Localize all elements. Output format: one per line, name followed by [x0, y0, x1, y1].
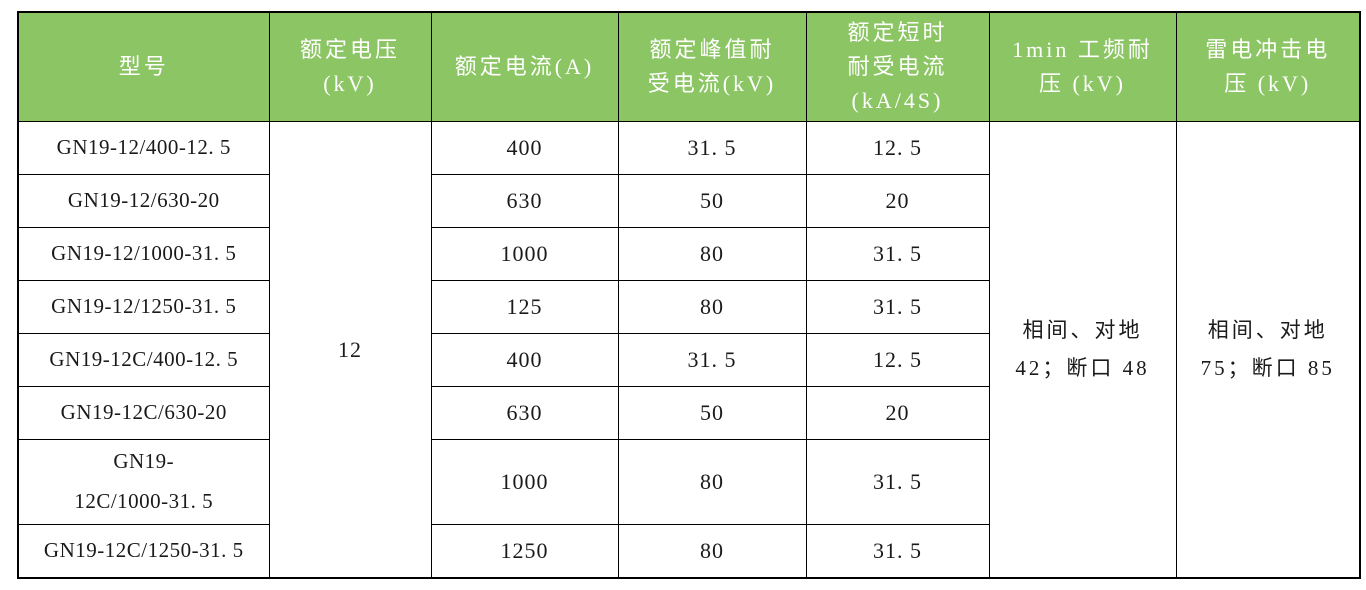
model-cell: GN19-12/400-12. 5 — [17, 121, 270, 175]
header-row: 型号 额定电压 (kV) 额定电流(A) 额定峰值耐 受电流(kV) 额定短时 … — [17, 11, 1361, 122]
model-cell: GN19-12/1250-31. 5 — [17, 280, 270, 334]
table-row: GN19-12C/630-20 630 50 20 — [17, 386, 1360, 440]
col-header-peak-withstand: 额定峰值耐 受电流(kV) — [617, 11, 807, 122]
peak-current-cell: 50 — [617, 386, 807, 440]
spec-table-container: 型号 额定电压 (kV) 额定电流(A) 额定峰值耐 受电流(kV) 额定短时 … — [17, 11, 1361, 579]
peak-current-cell: 50 — [617, 174, 807, 228]
col-header-model: 型号 — [17, 11, 270, 122]
model-cell: GN19-12C/400-12. 5 — [17, 333, 270, 387]
peak-current-cell: 80 — [617, 524, 807, 579]
lightning-cell: 相间、对地 75；断口 85 — [1175, 121, 1361, 579]
col-header-short-time: 额定短时 耐受电流 (kA/4S) — [805, 11, 990, 122]
power-freq-cell: 相间、对地 42；断口 48 — [988, 121, 1177, 579]
current-cell: 1250 — [430, 524, 619, 579]
col-header-rated-voltage: 额定电压 (kV) — [268, 11, 432, 122]
peak-current-cell: 80 — [617, 439, 807, 525]
table-row: GN19- 12C/1000-31. 5 1000 80 31. 5 — [17, 439, 1360, 525]
current-cell: 1000 — [430, 227, 619, 281]
spec-table: 型号 额定电压 (kV) 额定电流(A) 额定峰值耐 受电流(kV) 额定短时 … — [17, 11, 1361, 579]
model-cell: GN19-12C/1250-31. 5 — [17, 524, 270, 579]
model-cell: GN19-12C/630-20 — [17, 386, 270, 440]
short-time-cell: 12. 5 — [805, 121, 990, 175]
table-row: GN19-12/400-12. 5 12 400 31. 5 12. 5 相间、… — [17, 121, 1361, 579]
model-cell: GN19-12/630-20 — [17, 174, 270, 228]
current-cell: 630 — [430, 174, 619, 228]
short-time-cell: 31. 5 — [805, 524, 990, 579]
short-time-cell: 20 — [805, 386, 990, 440]
current-cell: 630 — [430, 386, 619, 440]
short-time-cell: 31. 5 — [805, 280, 990, 334]
current-cell: 400 — [430, 121, 619, 175]
model-cell: GN19-12/1000-31. 5 — [17, 227, 270, 281]
peak-current-cell: 80 — [617, 280, 807, 334]
table-row: GN19-12C/1250-31. 5 1250 80 31. 5 — [17, 524, 1360, 579]
current-cell: 400 — [430, 333, 619, 387]
peak-current-cell: 31. 5 — [617, 333, 807, 387]
short-time-cell: 31. 5 — [805, 439, 990, 525]
peak-current-cell: 31. 5 — [617, 121, 807, 175]
table-row: GN19-12/630-20 630 50 20 — [17, 174, 1360, 228]
current-cell: 125 — [430, 280, 619, 334]
table-row: GN19-12/1000-31. 5 1000 80 31. 5 — [17, 227, 1360, 281]
short-time-cell: 31. 5 — [805, 227, 990, 281]
rated-voltage-cell: 12 — [268, 121, 432, 579]
short-time-cell: 20 — [805, 174, 990, 228]
col-header-power-freq: 1min 工频耐 压 (kV) — [988, 11, 1177, 122]
col-header-lightning: 雷电冲击电 压 (kV) — [1175, 11, 1361, 122]
col-header-rated-current: 额定电流(A) — [430, 11, 619, 122]
table-row: GN19-12C/400-12. 5 400 31. 5 12. 5 — [17, 333, 1360, 387]
peak-current-cell: 80 — [617, 227, 807, 281]
current-cell: 1000 — [430, 439, 619, 525]
short-time-cell: 12. 5 — [805, 333, 990, 387]
table-row: GN19-12/1250-31. 5 125 80 31. 5 — [17, 280, 1360, 334]
model-cell: GN19- 12C/1000-31. 5 — [17, 439, 270, 525]
